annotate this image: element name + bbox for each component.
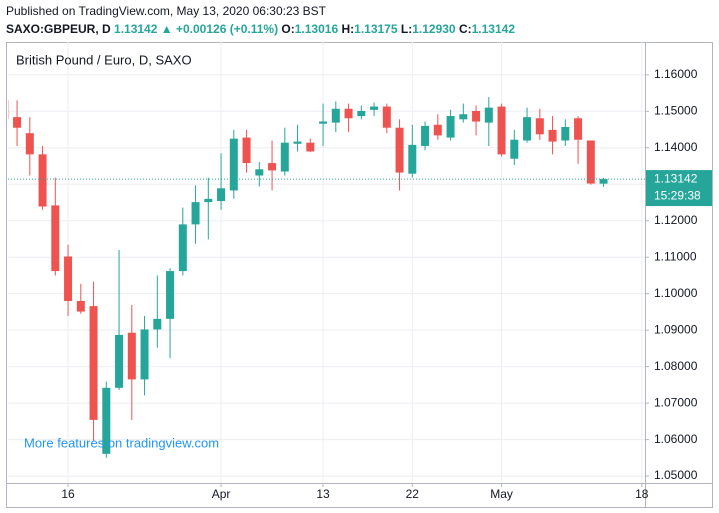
y-tick-label: 1.08000 xyxy=(654,359,698,373)
candle-body xyxy=(89,306,98,420)
low-value: 1.12930 xyxy=(412,22,456,36)
candle-body xyxy=(484,107,493,123)
candle-body xyxy=(64,256,73,301)
y-tick-label: 1.14000 xyxy=(654,140,698,154)
candle-body xyxy=(561,126,570,141)
watermark: More features on tradingview.com xyxy=(24,435,219,450)
last-price-label: 1.13142 xyxy=(654,171,698,185)
candles xyxy=(8,97,608,458)
y-tick-label: 1.15000 xyxy=(654,103,698,117)
symbol: SAXO:GBPEUR, D xyxy=(6,22,111,36)
y-tick-label: 1.05000 xyxy=(654,468,698,482)
x-tick-label: 18 xyxy=(635,487,649,501)
close-label: C: xyxy=(459,22,472,36)
candle-body xyxy=(395,127,404,173)
candle-body xyxy=(178,224,187,272)
y-tick-label: 1.12000 xyxy=(654,213,698,227)
candle-body xyxy=(357,110,366,117)
candle-body xyxy=(140,329,149,380)
candle-body xyxy=(13,117,22,128)
candle-body xyxy=(51,205,60,272)
countdown-label: 15:29:38 xyxy=(654,188,701,202)
candle-body xyxy=(472,110,481,122)
candle-body xyxy=(306,142,315,152)
candle-body xyxy=(268,163,277,171)
candle-body xyxy=(344,108,353,119)
candle-body xyxy=(166,271,175,319)
open-value: 1.13016 xyxy=(295,22,339,36)
candle-body xyxy=(38,154,47,207)
candle-body xyxy=(586,140,595,184)
x-tick-label: 22 xyxy=(406,487,420,501)
candle-body xyxy=(433,124,442,136)
candle-body xyxy=(191,202,200,225)
price: 1.13142 xyxy=(114,22,158,36)
candle-body xyxy=(421,125,430,146)
candle-body xyxy=(280,142,289,172)
candle-body xyxy=(510,139,519,159)
candle-body xyxy=(548,129,557,142)
candle-body xyxy=(255,169,264,176)
candle-body xyxy=(25,133,34,155)
published-line: Published on TradingView.com, May 13, 20… xyxy=(6,4,327,18)
change: ▲ +0.00126 (+0.11%) xyxy=(161,22,278,36)
candle-body xyxy=(204,198,213,203)
y-tick-label: 1.09000 xyxy=(654,322,698,336)
open-label: O: xyxy=(281,22,294,36)
y-tick-label: 1.07000 xyxy=(654,395,698,409)
candle-body xyxy=(293,141,302,144)
x-tick-label: Apr xyxy=(212,487,231,501)
candle-body xyxy=(382,106,391,128)
candle-body xyxy=(102,387,111,454)
candle-body xyxy=(331,108,340,123)
candle-body xyxy=(242,137,251,164)
y-tick-label: 1.11000 xyxy=(654,249,697,263)
y-tick-label: 1.16000 xyxy=(654,67,698,81)
candle-body xyxy=(497,106,506,155)
candle-body xyxy=(574,118,583,140)
last-price-box xyxy=(646,170,712,207)
candle-body xyxy=(153,318,162,330)
chart-title: British Pound / Euro, D, SAXO xyxy=(16,52,192,67)
x-tick-label: May xyxy=(490,487,513,501)
candle-body xyxy=(319,121,328,124)
candle-body xyxy=(523,117,532,141)
close-value: 1.13142 xyxy=(472,22,516,36)
candle-body xyxy=(127,332,136,380)
candle-body xyxy=(459,114,468,120)
low-label: L: xyxy=(401,22,412,36)
candle-body xyxy=(217,188,226,202)
x-tick-label: 16 xyxy=(61,487,75,501)
x-tick-label: 13 xyxy=(316,487,330,501)
candle-body xyxy=(599,179,608,184)
candle-body xyxy=(370,106,379,110)
candle-body xyxy=(8,100,9,120)
high-label: H: xyxy=(341,22,354,36)
symbol-header: SAXO:GBPEUR, D 1.13142 ▲ +0.00126 (+0.11… xyxy=(6,22,515,36)
candle-body xyxy=(446,116,455,138)
y-tick-label: 1.06000 xyxy=(654,432,698,446)
candle-body xyxy=(408,144,417,174)
chart-frame xyxy=(6,42,713,508)
candle-body xyxy=(76,300,85,312)
candle-body xyxy=(535,118,544,135)
candle-body xyxy=(115,334,124,388)
high-value: 1.13175 xyxy=(354,22,398,36)
candle-body xyxy=(229,138,238,191)
y-tick-label: 1.10000 xyxy=(654,286,698,300)
